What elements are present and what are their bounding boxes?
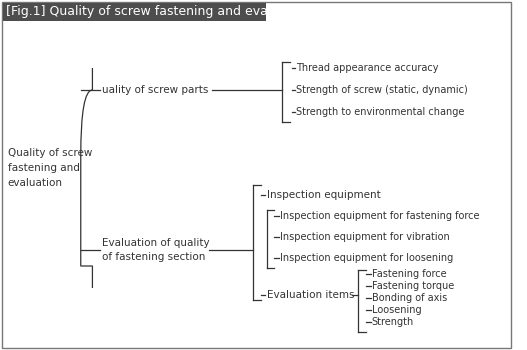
Text: [Fig.1] Quality of screw fastening and evaluation: [Fig.1] Quality of screw fastening and e…: [6, 6, 311, 19]
Text: Inspection equipment for vibration: Inspection equipment for vibration: [280, 232, 450, 242]
Text: Loosening: Loosening: [372, 305, 421, 315]
Text: Quality of screw
fastening and
evaluation: Quality of screw fastening and evaluatio…: [8, 148, 92, 188]
Text: Inspection equipment for fastening force: Inspection equipment for fastening force: [280, 211, 480, 221]
Text: Thread appearance accuracy: Thread appearance accuracy: [296, 63, 438, 73]
Text: Bonding of axis: Bonding of axis: [372, 293, 447, 303]
Text: Evaluation items: Evaluation items: [267, 290, 354, 300]
Text: Inspection equipment: Inspection equipment: [267, 190, 380, 200]
Text: Inspection equipment for loosening: Inspection equipment for loosening: [280, 253, 453, 263]
Text: Strength of screw (static, dynamic): Strength of screw (static, dynamic): [296, 85, 467, 95]
Text: Evaluation of quality
of fastening section: Evaluation of quality of fastening secti…: [102, 238, 210, 262]
Text: Fastening force: Fastening force: [372, 269, 446, 279]
Text: Strength to environmental change: Strength to environmental change: [296, 107, 464, 117]
Bar: [3, 3, 266, 21]
Text: Fastening torque: Fastening torque: [372, 281, 454, 291]
Text: Strength: Strength: [372, 317, 414, 327]
Text: uality of screw parts: uality of screw parts: [102, 85, 209, 95]
